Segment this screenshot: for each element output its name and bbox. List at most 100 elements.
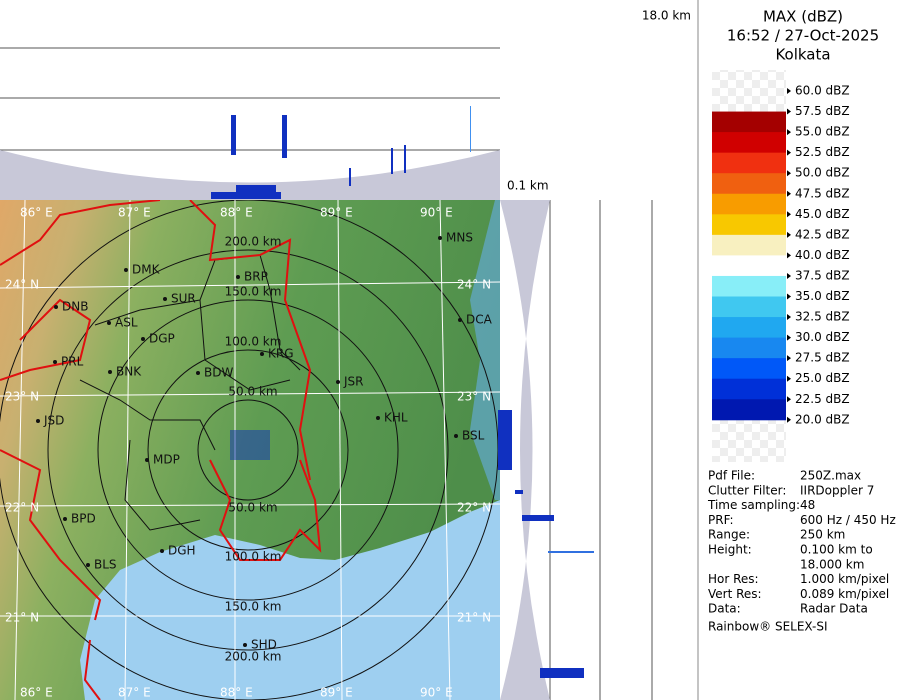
city-label: BSL bbox=[462, 429, 485, 443]
city-label: JSR bbox=[343, 375, 364, 389]
city-label: DMK bbox=[132, 263, 161, 277]
legend-swatch bbox=[712, 193, 786, 215]
city-label: DGH bbox=[168, 544, 196, 558]
legend-swatch bbox=[712, 132, 786, 154]
city-label: SUR bbox=[171, 292, 196, 306]
legend-tick bbox=[787, 170, 791, 177]
legend-label: 60.0 dBZ bbox=[795, 84, 850, 98]
city-label: DGP bbox=[149, 332, 175, 346]
height-top: 18.0 km bbox=[642, 9, 691, 23]
lon-label: 86° E bbox=[20, 206, 53, 220]
legend-label: 45.0 dBZ bbox=[795, 207, 850, 221]
city-dot bbox=[163, 297, 167, 301]
city-dot bbox=[336, 380, 340, 384]
legend-tick bbox=[787, 88, 791, 94]
lat-label: 24° N bbox=[457, 278, 491, 292]
city-label: BRP bbox=[244, 270, 268, 284]
legend-label: 50.0 dBZ bbox=[795, 166, 850, 180]
city-label: BLS bbox=[94, 558, 117, 572]
legend-swatch bbox=[712, 317, 786, 339]
lat-label: 24° N bbox=[5, 278, 39, 292]
city-label: BPD bbox=[71, 512, 96, 526]
legend-swatch bbox=[712, 378, 786, 400]
station: Kolkata bbox=[775, 46, 830, 64]
legend-swatch bbox=[712, 275, 786, 297]
legend-label: 57.5 dBZ bbox=[795, 104, 850, 118]
legend-swatch bbox=[712, 234, 786, 256]
lat-label: 23° N bbox=[457, 390, 491, 404]
legend-swatch bbox=[712, 358, 786, 380]
info-label: PRF: bbox=[708, 513, 734, 527]
lat-label: 23° N bbox=[5, 390, 39, 404]
range-label: 150.0 km bbox=[225, 600, 282, 614]
city-dot bbox=[196, 371, 200, 375]
city-dot bbox=[454, 434, 458, 438]
city-dot bbox=[124, 268, 128, 272]
map-labels: 86° E 86° E 87° E 87° E 88° E 88° E 89° E 89° E… bbox=[5, 206, 493, 700]
city-dot bbox=[108, 370, 112, 374]
estuary bbox=[470, 200, 500, 500]
info-label: Time sampling: bbox=[707, 498, 800, 512]
legend: 60.0 dBZ 57.5 dBZ 55.0 dBZ 52.5 dBZ 50.0 dBZ… bbox=[712, 84, 850, 426]
city-label: BNK bbox=[116, 365, 142, 379]
range-label: 150.0 km bbox=[225, 285, 282, 299]
city-label: KRG bbox=[268, 347, 294, 361]
info-label: Clutter Filter: bbox=[708, 483, 786, 497]
city-label: MDP bbox=[153, 453, 180, 467]
map bbox=[0, 200, 500, 700]
info-value: 250 km bbox=[800, 528, 845, 542]
sea bbox=[80, 500, 500, 700]
top-echoes bbox=[211, 106, 471, 199]
city-label: DCA bbox=[466, 313, 493, 327]
info-value: 0.089 km/pixel bbox=[800, 587, 889, 601]
info-value: Radar Data bbox=[800, 602, 868, 616]
city-dot bbox=[438, 236, 442, 240]
legend-swatch bbox=[712, 337, 786, 359]
city-label: SHD bbox=[251, 638, 277, 652]
city-dot bbox=[54, 305, 58, 309]
city-dot bbox=[63, 517, 67, 521]
top-shade bbox=[0, 150, 500, 200]
info-value: 250Z.max bbox=[800, 469, 861, 483]
top-panel bbox=[0, 0, 500, 200]
info-value: 1.000 km/pixel bbox=[800, 572, 889, 586]
city-dot bbox=[36, 419, 40, 423]
legend-tick bbox=[787, 211, 791, 218]
range-label: 200.0 km bbox=[225, 235, 282, 249]
city-dot bbox=[145, 458, 149, 462]
legend-swatch bbox=[712, 296, 786, 318]
legend-label: 20.0 dBZ bbox=[795, 412, 850, 426]
lon-label: 89° E bbox=[320, 686, 353, 700]
legend-swatch bbox=[712, 214, 786, 236]
info-label: Vert Res: bbox=[708, 587, 762, 601]
right-echoes bbox=[500, 410, 594, 678]
range-ring bbox=[197, 399, 299, 501]
lon-label: 87° E bbox=[118, 206, 151, 220]
city-dot bbox=[376, 416, 380, 420]
info-label: Height: bbox=[708, 543, 752, 557]
legend-tick bbox=[787, 231, 791, 238]
city-dot bbox=[141, 337, 145, 341]
info-label: Hor Res: bbox=[708, 572, 759, 586]
legend-tick bbox=[787, 375, 791, 382]
right-shade bbox=[500, 200, 550, 700]
city-dot bbox=[243, 643, 247, 647]
legend-swatch bbox=[712, 173, 786, 195]
city-label: DNB bbox=[62, 300, 88, 314]
lat-label: 21° N bbox=[457, 611, 491, 625]
height-bottom: 0.1 km bbox=[507, 179, 549, 193]
info-value: 48 bbox=[800, 498, 815, 512]
legend-tick bbox=[787, 252, 791, 259]
range-label: 200.0 km bbox=[225, 650, 282, 664]
city-dot bbox=[53, 360, 57, 364]
title: MAX (dBZ) bbox=[763, 8, 843, 26]
city-label: PRL bbox=[61, 355, 84, 369]
city-label: KHL bbox=[384, 411, 408, 425]
lat-label: 22° N bbox=[5, 501, 39, 515]
legend-tick bbox=[787, 108, 791, 115]
range-label: 50.0 km bbox=[228, 385, 277, 399]
city-label: MNS bbox=[446, 231, 473, 245]
legend-label: 25.0 dBZ bbox=[795, 371, 850, 385]
lat-label: 22° N bbox=[457, 501, 491, 515]
